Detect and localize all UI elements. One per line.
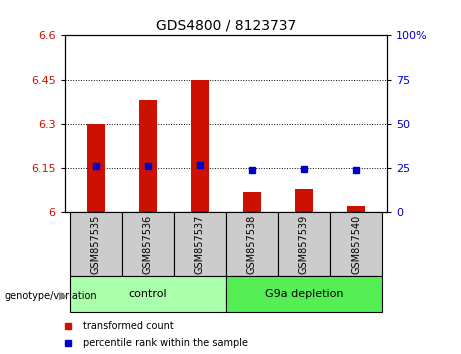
Bar (278, 212, 330, 276)
Bar (243, 192, 261, 212)
Bar (330, 212, 382, 276)
Bar (70, 212, 122, 276)
Bar (87, 124, 105, 212)
Text: control: control (129, 289, 167, 299)
Bar (70, 276, 226, 312)
Text: G9a depletion: G9a depletion (265, 289, 343, 299)
Text: GSM857537: GSM857537 (195, 215, 205, 274)
Bar (226, 276, 382, 312)
Bar (191, 80, 209, 212)
Text: GSM857535: GSM857535 (91, 215, 101, 274)
Text: GSM857538: GSM857538 (247, 215, 257, 274)
Bar (122, 212, 174, 276)
Bar (139, 100, 157, 212)
Text: GSM857536: GSM857536 (143, 215, 153, 274)
Text: GSM857540: GSM857540 (351, 215, 361, 274)
Text: percentile rank within the sample: percentile rank within the sample (83, 338, 248, 348)
Bar (347, 206, 365, 212)
Text: GSM857539: GSM857539 (299, 215, 309, 274)
Bar (174, 212, 226, 276)
Text: transformed count: transformed count (83, 321, 174, 331)
Text: genotype/variation: genotype/variation (5, 291, 97, 301)
Bar (295, 189, 313, 212)
Title: GDS4800 / 8123737: GDS4800 / 8123737 (156, 19, 296, 33)
Text: ▶: ▶ (59, 291, 67, 301)
Bar (226, 212, 278, 276)
